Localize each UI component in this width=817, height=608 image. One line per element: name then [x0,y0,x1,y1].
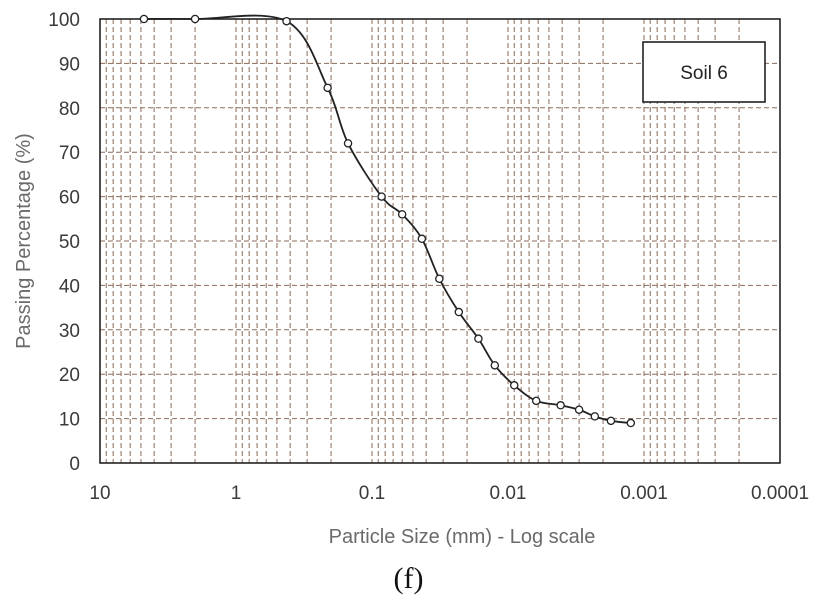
data-point [191,15,198,22]
x-tick-label: 0.001 [620,483,668,504]
x-axis-title: Particle Size (mm) - Log scale [329,526,596,548]
y-tick-label: 50 [59,232,80,253]
data-point [418,235,425,242]
y-tick-label: 80 [59,99,80,120]
data-point [475,335,482,342]
y-axis-title: Passing Percentage (%) [13,133,35,349]
x-tick-label: 0.0001 [751,483,809,504]
data-point [455,308,462,315]
y-tick-label: 10 [59,410,80,431]
legend: Soil 6 [643,42,765,102]
y-tick-label: 70 [59,143,80,164]
data-point [607,417,614,424]
data-point [491,362,498,369]
particle-size-chart: 10 1 0.1 0.01 0.001 0.0001 0 10 20 30 40 50 60 70 80 9… [0,0,817,560]
y-tick-label: 100 [48,10,80,31]
x-tick-label: 0.01 [490,483,527,504]
data-point [557,402,564,409]
y-tick-label: 30 [59,321,80,342]
data-point [283,18,290,25]
y-tick-label: 20 [59,365,80,386]
data-point [436,275,443,282]
data-point [140,15,147,22]
data-point [576,406,583,413]
legend-label: Soil 6 [680,63,728,84]
y-tick-label: 60 [59,188,80,209]
data-point [627,419,634,426]
x-tick-label: 10 [89,483,110,504]
x-tick-label: 0.1 [359,483,385,504]
x-tick-label: 1 [231,483,242,504]
data-point [344,140,351,147]
y-tick-label: 40 [59,276,80,297]
data-point [591,413,598,420]
data-point [399,211,406,218]
data-point [511,382,518,389]
data-point [378,193,385,200]
panel-label: (f) [0,562,817,596]
y-tick-label: 0 [69,454,80,475]
data-point [324,84,331,91]
y-tick-label: 90 [59,54,80,75]
data-point [533,397,540,404]
